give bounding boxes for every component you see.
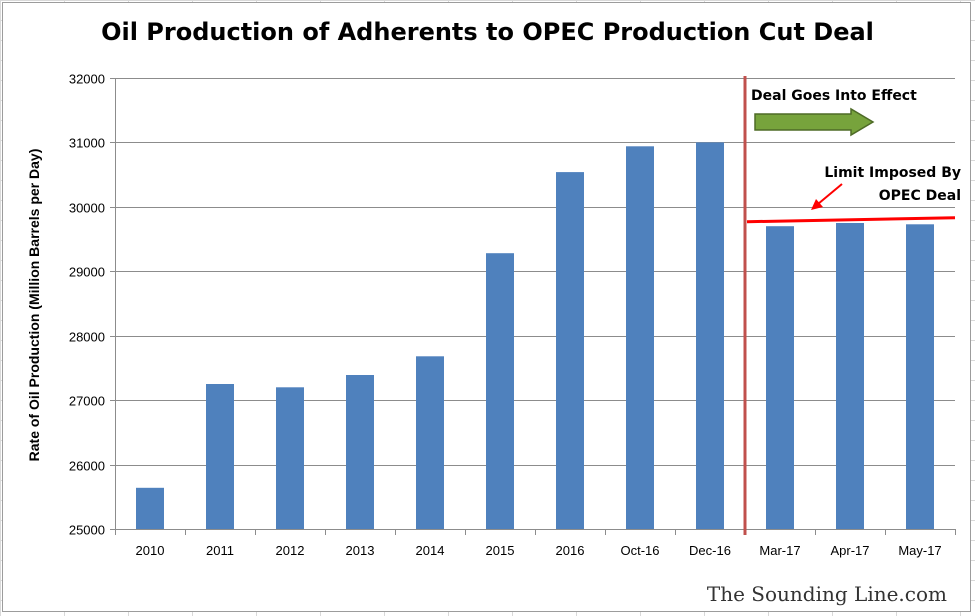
- bar: [346, 375, 374, 529]
- axes: 25000 26000 27000 28000 29000 30000 31000 32000…: [69, 72, 956, 558]
- x-tick-label: 2010: [136, 543, 165, 558]
- bar: [556, 172, 584, 529]
- x-tick-label: 2016: [556, 543, 585, 558]
- x-tick-label: Apr-17: [830, 543, 869, 558]
- bar: [836, 223, 864, 529]
- y-tick-label: 30000: [69, 201, 105, 216]
- y-tick-label: 31000: [69, 136, 105, 151]
- chart-title: Oil Production of Adherents to OPEC Prod…: [101, 18, 874, 46]
- bar: [696, 142, 724, 529]
- bar: [416, 356, 444, 529]
- effect-arrow: [754, 107, 875, 137]
- x-tick-label: Mar-17: [759, 543, 800, 558]
- bar: [276, 387, 304, 529]
- watermark: The Sounding Line.com: [706, 582, 947, 606]
- x-tick-label: Oct-16: [620, 543, 659, 558]
- bar: [906, 224, 934, 530]
- bar: [136, 487, 164, 529]
- limit-line: [746, 216, 956, 224]
- limit-label-line-1: Limit Imposed By: [824, 165, 961, 181]
- y-tick-label: 32000: [69, 72, 105, 87]
- y-tick-label: 29000: [69, 265, 105, 280]
- y-tick-label: 26000: [69, 459, 105, 474]
- y-tick-label: 27000: [69, 394, 105, 409]
- bar: [766, 226, 794, 529]
- bar: [486, 253, 514, 529]
- x-tick-label: 2014: [416, 543, 445, 558]
- limit-pointer-head: [811, 199, 823, 210]
- limit-label-line-2: OPEC Deal: [878, 188, 961, 204]
- bar: [626, 146, 654, 530]
- annotations: [743, 76, 956, 535]
- x-tick-label: 2015: [486, 543, 515, 558]
- x-tick-label: 2012: [276, 543, 305, 558]
- limit-pointer-line: [817, 183, 843, 205]
- y-tick-label: 25000: [69, 523, 105, 538]
- y-tick-label: 28000: [69, 330, 105, 345]
- deal-label: Deal Goes Into Effect: [751, 88, 917, 104]
- gridlines: [115, 78, 955, 530]
- x-tick-label: Dec-16: [689, 543, 731, 558]
- bars: [136, 142, 934, 530]
- x-tick-label: 2013: [346, 543, 375, 558]
- x-tick-label: May-17: [898, 543, 941, 558]
- x-tick-label: 2011: [206, 543, 234, 558]
- bar: [206, 384, 234, 529]
